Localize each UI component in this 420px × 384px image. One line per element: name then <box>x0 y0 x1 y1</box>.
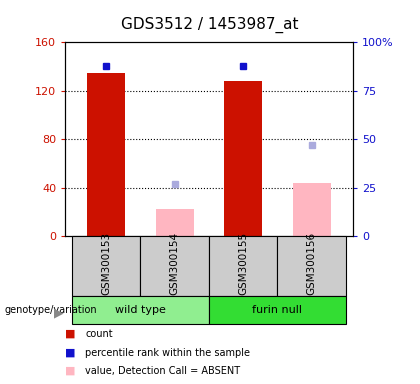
Bar <box>209 236 278 296</box>
Text: ▶: ▶ <box>54 307 63 319</box>
Bar <box>209 296 346 324</box>
Text: value, Detection Call = ABSENT: value, Detection Call = ABSENT <box>85 366 240 376</box>
Bar <box>72 236 140 296</box>
Text: ■: ■ <box>65 329 76 339</box>
Text: wild type: wild type <box>115 305 166 315</box>
Bar <box>278 236 346 296</box>
Bar <box>224 81 262 236</box>
Text: GSM300156: GSM300156 <box>307 232 317 295</box>
Text: count: count <box>85 329 113 339</box>
Bar <box>87 73 125 236</box>
Text: GDS3512 / 1453987_at: GDS3512 / 1453987_at <box>121 17 299 33</box>
Text: genotype/variation: genotype/variation <box>4 305 97 315</box>
Text: GSM300154: GSM300154 <box>170 232 180 295</box>
Bar <box>156 210 194 236</box>
Text: furin null: furin null <box>252 305 302 315</box>
Text: ■: ■ <box>65 348 76 358</box>
Text: GSM300153: GSM300153 <box>101 232 111 295</box>
Text: ■: ■ <box>65 366 76 376</box>
Text: GSM300155: GSM300155 <box>238 232 248 295</box>
Bar <box>293 183 331 236</box>
Bar <box>72 296 209 324</box>
Bar <box>140 236 209 296</box>
Text: percentile rank within the sample: percentile rank within the sample <box>85 348 250 358</box>
